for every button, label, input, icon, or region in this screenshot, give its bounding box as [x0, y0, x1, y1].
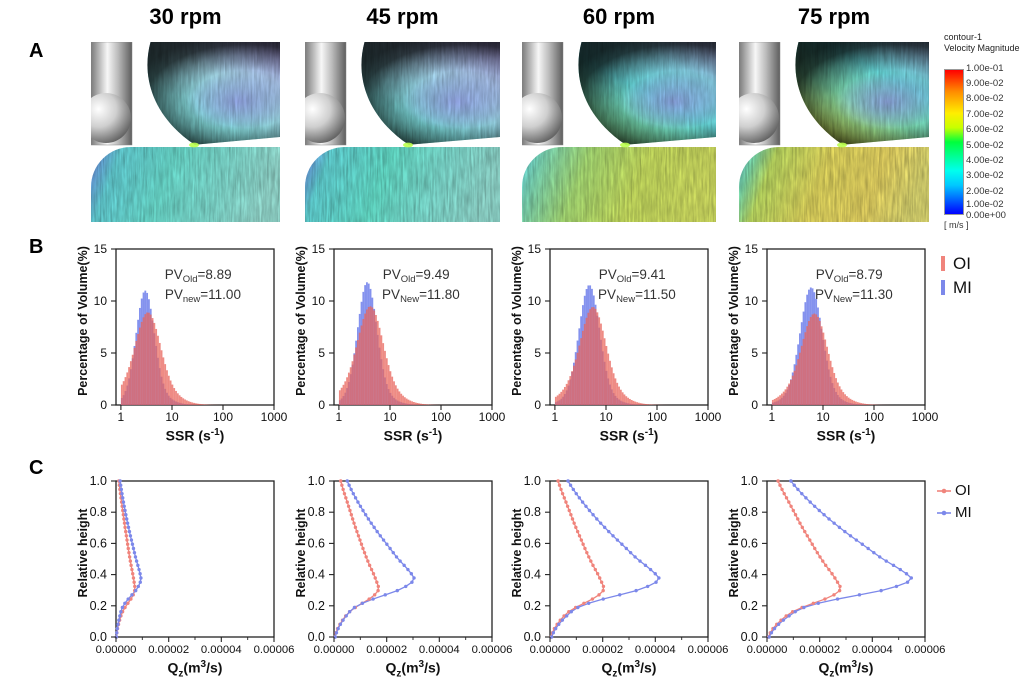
svg-text:0.4: 0.4: [524, 568, 541, 582]
svg-text:OI: OI: [955, 482, 971, 499]
svg-text:0.6: 0.6: [524, 536, 541, 550]
svg-text:15: 15: [745, 242, 759, 256]
svg-text:1000: 1000: [261, 410, 288, 424]
svg-text:0.8: 0.8: [90, 505, 107, 519]
svg-text:0.8: 0.8: [308, 505, 325, 519]
svg-text:0.00002: 0.00002: [366, 644, 407, 656]
svg-text:5: 5: [751, 346, 758, 360]
svg-text:100: 100: [431, 410, 451, 424]
svg-text:10: 10: [816, 410, 830, 424]
svg-text:1: 1: [769, 410, 776, 424]
svg-text:1: 1: [118, 410, 125, 424]
svg-text:PVOld=8.79: PVOld=8.79: [816, 267, 883, 285]
svg-text:1: 1: [552, 410, 559, 424]
svg-text:0.00000: 0.00000: [747, 644, 788, 656]
svg-text:0.6: 0.6: [308, 536, 325, 550]
svg-text:100: 100: [647, 410, 667, 424]
svg-text:0.0: 0.0: [741, 630, 758, 644]
svg-text:0.4: 0.4: [90, 568, 107, 582]
svg-text:PVnew=11.00: PVnew=11.00: [165, 287, 241, 305]
svg-text:PVNew=11.80: PVNew=11.80: [382, 287, 460, 305]
svg-text:0.2: 0.2: [741, 599, 758, 613]
svg-text:0.00002: 0.00002: [799, 644, 840, 656]
svg-text:15: 15: [528, 242, 542, 256]
svg-text:0.0: 0.0: [308, 630, 325, 644]
svg-text:100: 100: [213, 410, 233, 424]
svg-text:0.0: 0.0: [90, 630, 107, 644]
svg-text:0.4: 0.4: [741, 568, 758, 582]
svg-text:0.00000: 0.00000: [96, 644, 137, 656]
svg-text:0.00004: 0.00004: [419, 644, 460, 656]
svg-text:PVNew=11.50: PVNew=11.50: [598, 287, 676, 305]
svg-text:0.00004: 0.00004: [201, 644, 242, 656]
svg-text:10: 10: [528, 294, 542, 308]
svg-text:0.00006: 0.00006: [905, 644, 946, 656]
svg-text:0.2: 0.2: [524, 599, 541, 613]
svg-text:1.0: 1.0: [308, 474, 325, 488]
svg-text:1.0: 1.0: [741, 474, 758, 488]
svg-text:0.8: 0.8: [741, 505, 758, 519]
svg-text:5: 5: [100, 346, 107, 360]
svg-text:0: 0: [751, 398, 758, 412]
svg-text:10: 10: [94, 294, 108, 308]
svg-text:15: 15: [94, 242, 108, 256]
svg-text:1000: 1000: [479, 410, 506, 424]
svg-text:0.00004: 0.00004: [635, 644, 676, 656]
svg-text:PVOld=9.41: PVOld=9.41: [599, 267, 666, 285]
svg-text:1.0: 1.0: [524, 474, 541, 488]
svg-text:0.00002: 0.00002: [148, 644, 189, 656]
svg-text:0.2: 0.2: [308, 599, 325, 613]
svg-text:100: 100: [864, 410, 884, 424]
svg-text:10: 10: [383, 410, 397, 424]
svg-text:15: 15: [312, 242, 326, 256]
svg-text:10: 10: [745, 294, 759, 308]
svg-text:10: 10: [599, 410, 613, 424]
svg-text:0.6: 0.6: [741, 536, 758, 550]
svg-text:1.0: 1.0: [90, 474, 107, 488]
svg-text:5: 5: [534, 346, 541, 360]
svg-text:1000: 1000: [695, 410, 722, 424]
svg-text:1000: 1000: [912, 410, 939, 424]
svg-text:0.00000: 0.00000: [530, 644, 571, 656]
svg-text:0: 0: [100, 398, 107, 412]
svg-text:PVNew=11.30: PVNew=11.30: [815, 287, 893, 305]
svg-text:OI: OI: [953, 254, 971, 273]
svg-text:0.4: 0.4: [308, 568, 325, 582]
svg-text:0.00000: 0.00000: [314, 644, 355, 656]
svg-text:1: 1: [336, 410, 343, 424]
svg-text:0: 0: [534, 398, 541, 412]
svg-text:PVOld=9.49: PVOld=9.49: [383, 267, 450, 285]
svg-text:0.00004: 0.00004: [852, 644, 893, 656]
svg-text:MI: MI: [955, 504, 972, 521]
svg-text:10: 10: [165, 410, 179, 424]
svg-text:MI: MI: [953, 278, 972, 297]
svg-text:0.8: 0.8: [524, 505, 541, 519]
svg-text:0.6: 0.6: [90, 536, 107, 550]
svg-text:PVOld=8.89: PVOld=8.89: [165, 267, 232, 285]
svg-text:0.00002: 0.00002: [582, 644, 623, 656]
svg-text:0.0: 0.0: [524, 630, 541, 644]
svg-text:0.2: 0.2: [90, 599, 107, 613]
svg-text:10: 10: [312, 294, 326, 308]
svg-text:0: 0: [318, 398, 325, 412]
svg-text:5: 5: [318, 346, 325, 360]
